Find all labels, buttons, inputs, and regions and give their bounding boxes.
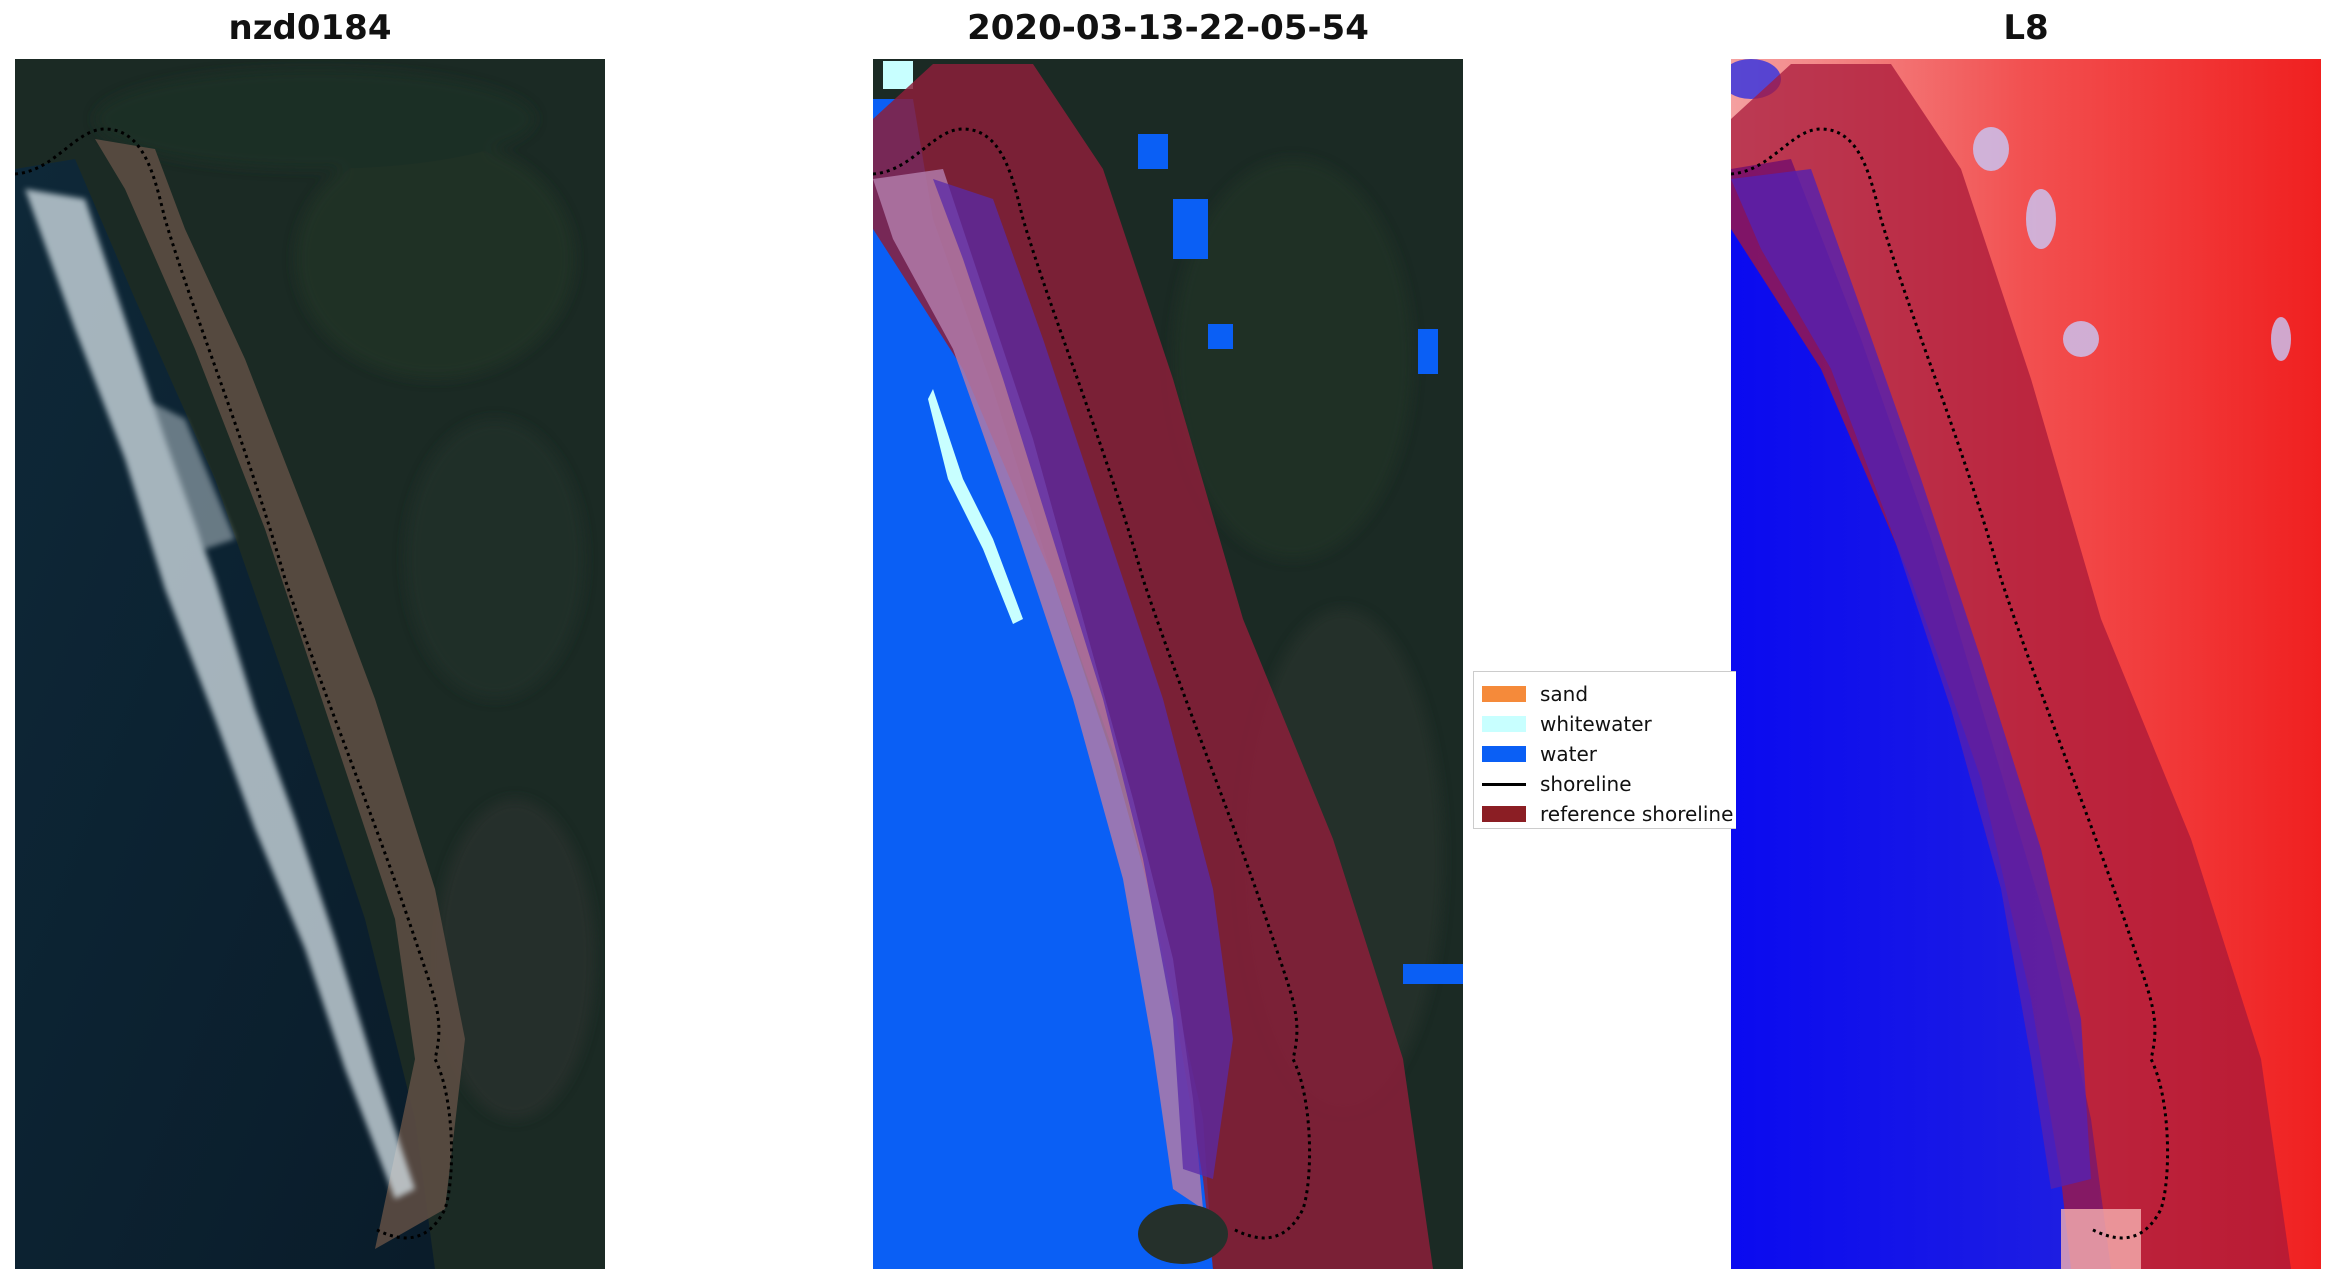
legend-item-shoreline: shoreline bbox=[1482, 772, 1632, 796]
legend-label-whitewater: whitewater bbox=[1540, 712, 1652, 736]
water-swatch bbox=[1482, 746, 1526, 762]
panel-index: L8 bbox=[1731, 0, 2321, 1283]
legend-item-reference-shoreline: reference shoreline bbox=[1482, 802, 1733, 826]
shoreline-line-swatch bbox=[1482, 782, 1526, 786]
legend-item-water: water bbox=[1482, 742, 1597, 766]
whitewater-swatch bbox=[1482, 716, 1526, 732]
legend-label-sand: sand bbox=[1540, 682, 1589, 706]
rgb-satellite-image bbox=[15, 59, 605, 1269]
reference-shoreline-swatch bbox=[1482, 806, 1526, 822]
legend-item-whitewater: whitewater bbox=[1482, 712, 1652, 736]
panel-classified: 2020-03-13-22-05-54 bbox=[873, 0, 1463, 1283]
panel-title-date: 2020-03-13-22-05-54 bbox=[967, 8, 1369, 48]
legend-label-water: water bbox=[1540, 742, 1597, 766]
panel-rgb: nzd0184 bbox=[15, 0, 605, 1283]
index-image bbox=[1731, 59, 2321, 1269]
classified-image bbox=[873, 59, 1463, 1269]
legend-label-shoreline: shoreline bbox=[1540, 772, 1632, 796]
panel-title-sensor: L8 bbox=[2003, 8, 2049, 48]
legend-item-sand: sand bbox=[1482, 682, 1588, 706]
panel-title-rgb: nzd0184 bbox=[228, 8, 392, 48]
legend-label-reference-shoreline: reference shoreline bbox=[1540, 802, 1734, 826]
legend: sand whitewater water shoreline referenc… bbox=[1473, 671, 1736, 829]
sand-swatch bbox=[1482, 686, 1526, 702]
